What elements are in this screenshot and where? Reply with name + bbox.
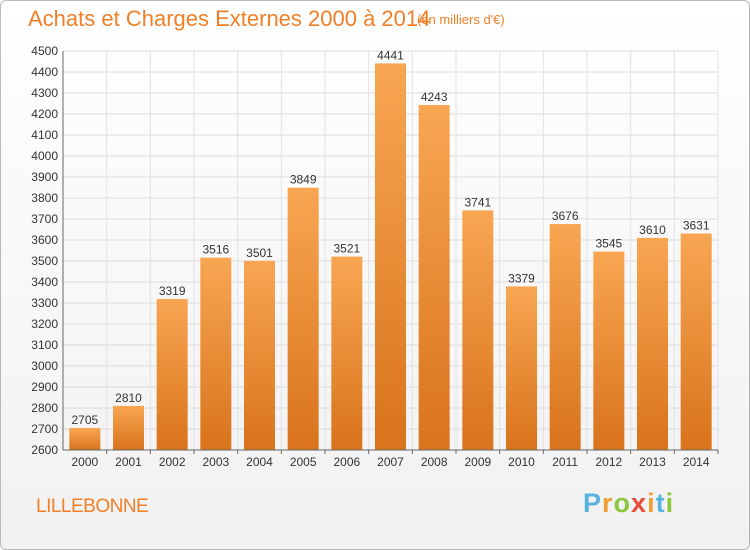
data-label: 2705 (71, 413, 98, 427)
data-label: 4441 (377, 48, 404, 62)
x-tick-label: 2001 (115, 455, 142, 469)
data-label: 3545 (595, 237, 622, 251)
x-tick-label: 2011 (552, 455, 578, 469)
x-tick-label: 2010 (508, 455, 535, 469)
chart-title: Achats et Charges Externes 2000 à 2014 (28, 6, 431, 31)
y-tick-label: 3000 (31, 359, 58, 373)
data-label: 3319 (159, 284, 186, 298)
x-tick-label: 2004 (246, 455, 273, 469)
bar (156, 299, 188, 450)
x-tick-label: 2009 (464, 455, 491, 469)
bar (680, 233, 712, 450)
y-tick-label: 4400 (31, 65, 58, 79)
y-tick-label: 4300 (31, 86, 58, 100)
y-tick-label: 2600 (31, 443, 58, 457)
data-label: 2810 (115, 391, 142, 405)
x-tick-label: 2008 (421, 455, 448, 469)
y-tick-label: 4500 (31, 44, 58, 58)
y-tick-label: 2900 (31, 380, 58, 394)
y-tick-label: 3800 (31, 191, 58, 205)
data-label: 4243 (421, 90, 448, 104)
y-tick-label: 2800 (31, 401, 58, 415)
x-tick-label: 2000 (71, 455, 98, 469)
y-tick-label: 4200 (31, 107, 58, 121)
y-tick-label: 3600 (31, 233, 58, 247)
bars: 2705 2810 3319 3516 3501 3849 3521 4441 4243 3741… (69, 48, 712, 450)
x-tick-label: 2014 (683, 455, 710, 469)
chart-subtitle: (en milliers d'€) (417, 12, 505, 27)
bar (200, 257, 232, 450)
y-tick-label: 3400 (31, 275, 58, 289)
bar (287, 187, 319, 450)
data-label: 3379 (508, 271, 535, 285)
data-label: 3610 (639, 223, 666, 237)
bar (418, 104, 450, 450)
y-tick-label: 3500 (31, 254, 58, 268)
x-tick-label: 2002 (159, 455, 186, 469)
y-tick-label: 3100 (31, 338, 58, 352)
data-label: 3849 (290, 173, 317, 187)
y-tick-label: 4000 (31, 149, 58, 163)
y-tick-label: 3700 (31, 212, 58, 226)
y-tick-label: 3300 (31, 296, 58, 310)
logo-letter: t (655, 488, 666, 518)
data-label: 3516 (202, 243, 229, 257)
data-label: 3676 (552, 209, 579, 223)
data-label: 3501 (246, 246, 273, 260)
x-tick-label: 2012 (595, 455, 622, 469)
bar (244, 260, 275, 450)
x-tick-label: 2003 (202, 455, 229, 469)
data-label: 3521 (333, 242, 360, 256)
axes: 2600 2700 2800 2900 3000 3100 3200 3300 3400 3500… (31, 44, 719, 469)
bar (593, 251, 625, 450)
x-tick-label: 2013 (639, 455, 666, 469)
bar (549, 224, 581, 450)
bar (69, 427, 101, 450)
bar (331, 256, 363, 450)
y-tick-label: 2700 (31, 422, 58, 436)
logo-letter: o (613, 488, 632, 518)
bar (462, 210, 494, 450)
y-tick-label: 4100 (31, 128, 58, 142)
city-name: LILLEBONNE (36, 496, 149, 517)
bar (506, 286, 537, 450)
logo-letter: P (583, 488, 603, 518)
logo-letter: r (602, 488, 614, 518)
x-tick-label: 2007 (377, 455, 404, 469)
bar (637, 237, 668, 450)
proxiti-logo: Proxiti (583, 488, 674, 519)
x-tick-label: 2005 (290, 455, 317, 469)
x-tick-label: 2006 (333, 455, 360, 469)
y-tick-label: 3900 (31, 170, 58, 184)
bar (113, 405, 144, 450)
logo-letter: x (631, 488, 648, 518)
data-label: 3631 (683, 218, 710, 232)
y-tick-label: 3200 (31, 317, 58, 331)
logo-letter: i (665, 488, 675, 518)
logo-letter: i (647, 488, 656, 518)
data-label: 3741 (464, 195, 491, 209)
bar (375, 63, 406, 450)
